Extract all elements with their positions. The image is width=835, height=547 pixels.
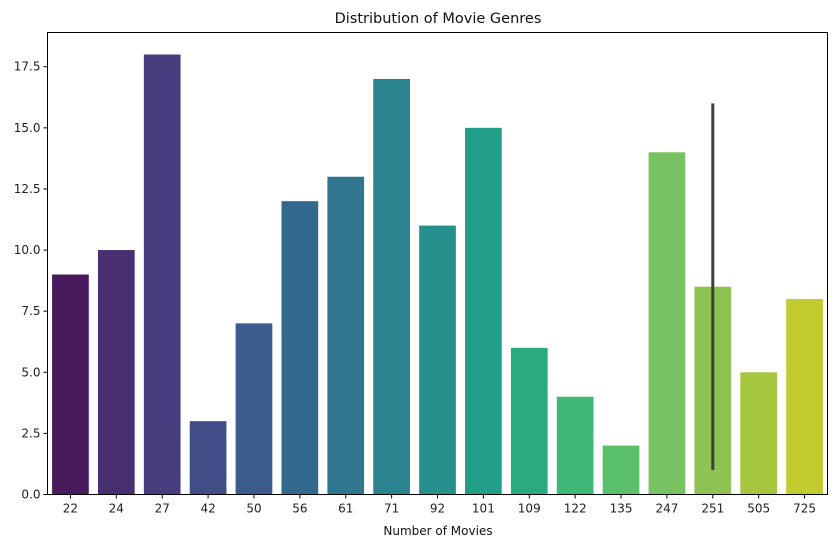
bar-505 xyxy=(740,372,778,495)
bar-56 xyxy=(281,201,319,495)
y-tick-label: 7.5 xyxy=(21,304,40,318)
bar-725 xyxy=(786,298,823,495)
chart-title: Distribution of Movie Genres xyxy=(335,11,542,27)
x-tick-label: 725 xyxy=(793,502,816,516)
bar-109 xyxy=(510,347,548,495)
x-tick-label: 42 xyxy=(200,502,215,516)
bar-71 xyxy=(373,78,410,495)
y-tick-label: 17.5 xyxy=(14,60,41,74)
y-tick-label: 2.5 xyxy=(21,426,40,440)
bar-101 xyxy=(465,127,502,495)
x-tick-label: 122 xyxy=(564,502,587,516)
y-tick-label: 12.5 xyxy=(14,182,41,196)
x-tick-label: 50 xyxy=(246,502,261,516)
x-tick-label: 27 xyxy=(155,502,170,516)
bars-group xyxy=(52,54,823,495)
x-tick-label: 109 xyxy=(518,502,541,516)
x-axis-title: Number of Movies xyxy=(383,524,492,538)
y-tick-label: 10.0 xyxy=(14,243,41,257)
y-tick-label: 0.0 xyxy=(21,488,40,502)
bar-61 xyxy=(327,176,365,495)
x-tick-label: 56 xyxy=(292,502,307,516)
x-tick-label: 92 xyxy=(430,502,445,516)
x-tick-label: 101 xyxy=(472,502,495,516)
y-tick-label: 15.0 xyxy=(14,121,41,135)
x-tick-label: 61 xyxy=(338,502,353,516)
plot-frame xyxy=(47,32,828,495)
x-tick-label: 247 xyxy=(655,502,678,516)
x-tick-label: 22 xyxy=(63,502,78,516)
y-tick-label: 5.0 xyxy=(21,365,40,379)
x-axis: 22 24 27 42 50 56 61 71 92 101 109 122 135 247 251 505 7… xyxy=(63,494,816,516)
x-tick-label: 251 xyxy=(701,502,724,516)
bar-24 xyxy=(97,250,135,495)
bar-247 xyxy=(648,152,686,495)
x-tick-label: 135 xyxy=(610,502,633,516)
bar-27 xyxy=(143,54,181,495)
y-axis: 0.0 2.5 5.0 7.5 10.0 12.5 15.0 17.5 xyxy=(14,60,48,502)
bar-50 xyxy=(235,323,273,495)
bar-92 xyxy=(419,225,456,495)
x-tick-label: 71 xyxy=(384,502,399,516)
bar-42 xyxy=(189,421,227,495)
x-tick-label: 505 xyxy=(747,502,770,516)
bar-135 xyxy=(602,445,640,495)
x-tick-label: 24 xyxy=(109,502,124,516)
bar-22 xyxy=(52,274,89,495)
bar-122 xyxy=(556,396,594,495)
